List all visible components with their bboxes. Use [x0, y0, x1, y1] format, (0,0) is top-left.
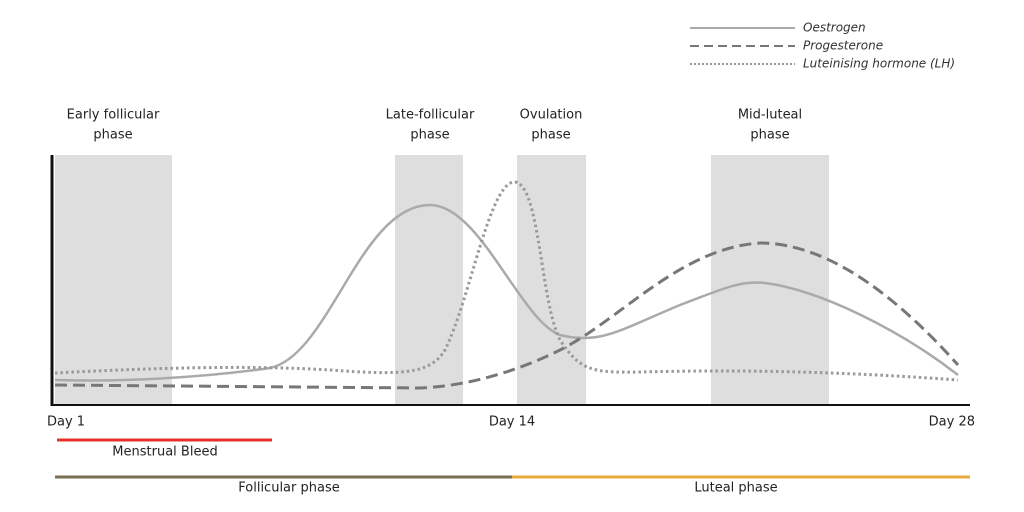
axis-label: Day 14	[489, 415, 535, 430]
axis-label: Day 28	[929, 415, 975, 430]
legend-label: Luteinising hormone (LH)	[803, 57, 955, 71]
axis-label: Day 1	[47, 415, 85, 430]
phase-label: Mid-luteal	[738, 108, 802, 123]
legend-label: Oestrogen	[803, 21, 866, 35]
phase-band	[55, 155, 172, 405]
phase-label: Early follicular	[67, 108, 160, 123]
bleed-label: Menstrual Bleed	[112, 445, 217, 460]
phase-band	[517, 155, 586, 405]
phase-label: phase	[93, 128, 132, 143]
phase-label: phase	[531, 128, 570, 143]
phase-band	[395, 155, 463, 405]
phase-label: Ovulation	[520, 108, 583, 123]
phase-label: phase	[750, 128, 789, 143]
legend-label: Progesterone	[803, 39, 883, 53]
phase-label: phase	[410, 128, 449, 143]
cycle-label: Luteal phase	[694, 481, 777, 496]
phase-band	[711, 155, 829, 405]
cycle-label: Follicular phase	[238, 481, 339, 496]
progesterone-curve	[54, 241, 960, 390]
phase-label: Late-follicular	[386, 108, 475, 123]
